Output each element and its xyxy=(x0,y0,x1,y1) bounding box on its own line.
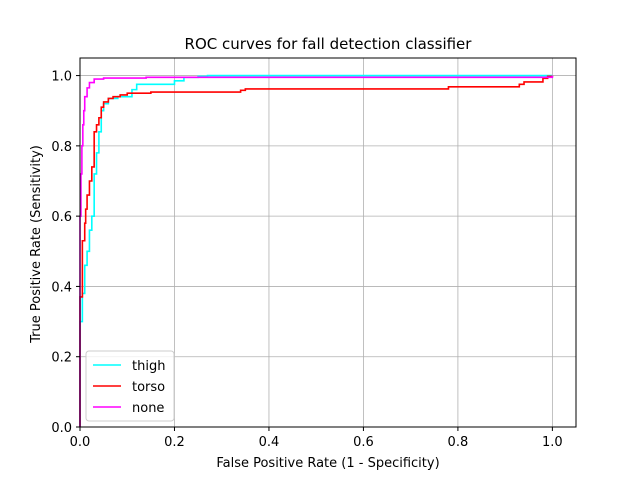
y-tick-label-5: 1.0 xyxy=(51,70,72,85)
x-tick-label-5: 1.0 xyxy=(542,435,563,450)
legend-label-thigh: thigh xyxy=(132,359,165,374)
series-line-none xyxy=(79,75,554,427)
y-tick-label-4: 0.8 xyxy=(51,140,72,155)
y-tick-label-2: 0.4 xyxy=(51,280,72,295)
chart-title: ROC curves for fall detection classifier xyxy=(185,35,473,53)
x-axis-label: False Positive Rate (1 - Specificity) xyxy=(216,456,439,471)
x-tick-label-1: 0.2 xyxy=(164,435,185,450)
y-tick-label-1: 0.2 xyxy=(51,351,72,366)
y-tick-label-3: 0.6 xyxy=(51,210,72,225)
legend-box xyxy=(85,350,175,422)
y-tick-label-0: 0.0 xyxy=(51,421,72,436)
axes-frame xyxy=(79,57,577,428)
x-tick-label-0: 0.0 xyxy=(70,435,91,450)
y-axis-label: True Positive Rate (Sensitivity) xyxy=(29,145,44,344)
legend: thigh torso none xyxy=(85,350,175,422)
x-tick-label-3: 0.6 xyxy=(353,435,374,450)
plot-area: 0.0 0.2 0.4 0.6 0.8 1.0 0.0 0.2 0.4 0.6 0.8 1.0 thig… xyxy=(51,57,577,450)
x-tick-label-2: 0.4 xyxy=(259,435,280,450)
legend-label-torso: torso xyxy=(132,380,165,395)
legend-label-none: none xyxy=(132,401,164,416)
x-tick-label-4: 0.8 xyxy=(448,435,469,450)
series-line-torso xyxy=(79,75,554,427)
